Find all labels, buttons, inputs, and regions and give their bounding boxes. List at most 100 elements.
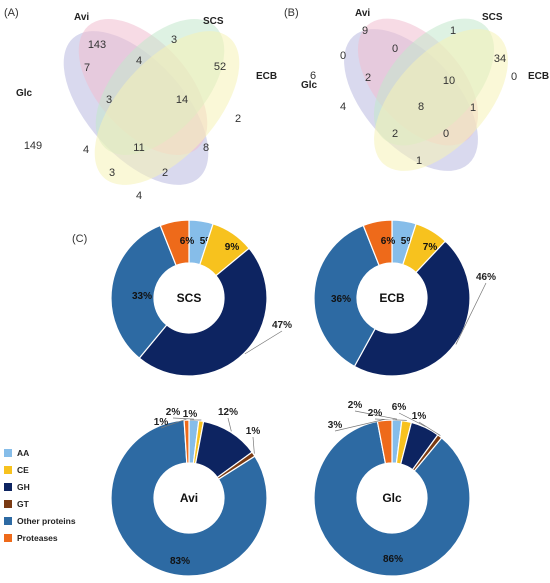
slice-label-proteases: 3% <box>328 420 343 431</box>
donut-hole <box>357 463 427 533</box>
venn-region-glc: 6 <box>310 70 316 82</box>
venn-region-glc: 149 <box>24 140 42 152</box>
donut-chart-ecb: 5% 7% 46% 36% 6% ECB <box>313 219 496 377</box>
slice-label-aa: 5% <box>401 236 416 247</box>
legend-item-proteases: Proteases <box>4 533 58 543</box>
venn-a-label-ecb: ECB <box>256 71 277 82</box>
slice-label-other-proteins: 86% <box>383 554 403 565</box>
donut-hole <box>154 263 224 333</box>
venn-region-avi-scs: 0 <box>392 43 398 55</box>
leader-line <box>398 412 426 427</box>
panel-label-b: (B) <box>284 7 299 19</box>
legend-label: GT <box>17 499 30 509</box>
slice-gh <box>353 240 471 377</box>
slice-other-proteins <box>313 224 380 368</box>
leader-line <box>244 330 283 355</box>
venn-region-scs-ecb: 52 <box>214 61 226 73</box>
venn-region-glc-ecb: 1 <box>416 155 422 167</box>
donut-chart-avi: 2% 1% 12%1%83%1%Avi <box>110 407 268 577</box>
legend-label: AA <box>17 448 29 458</box>
legend-item-ce: CE <box>4 465 29 475</box>
leader-line <box>354 410 398 420</box>
venn-region-avi-ecb: 8 <box>203 142 209 154</box>
slice-proteases <box>183 419 190 464</box>
venn-region-avi-ecb: 1 <box>470 102 476 114</box>
leader-line <box>455 282 487 345</box>
donut-center-label: SCS <box>177 291 202 305</box>
slice-label-aa: 2% <box>166 407 181 418</box>
venn-region-glc-avi-ecb: 2 <box>162 167 168 179</box>
venn-region-glc-ecb: 4 <box>136 190 142 202</box>
venn-region-glc-avi-scs-ecb: 8 <box>418 101 424 113</box>
legend-label: Proteases <box>17 533 58 543</box>
venn-region-scs-ecb: 34 <box>494 53 506 65</box>
legend-swatch <box>4 534 12 542</box>
venn-region-avi-scs: 4 <box>136 55 142 67</box>
legend-swatch <box>4 466 12 474</box>
slice-label-proteases: 6% <box>381 236 396 247</box>
venn-region-glc-avi-scs: 2 <box>365 72 371 84</box>
donut-hole <box>154 463 224 533</box>
slice-label-gt: 1% <box>246 426 261 437</box>
venn-a-label-scs: SCS <box>203 16 224 27</box>
panel-label-a: (A) <box>4 7 19 19</box>
venn-region-avi: 143 <box>88 39 106 51</box>
leader-line <box>160 418 187 429</box>
legend-swatch <box>4 517 12 525</box>
venn-region-ecb: 0 <box>511 71 517 83</box>
slice-label-gh: 12% <box>218 407 238 418</box>
slice-other-proteins <box>313 420 471 577</box>
slice-label-gh: 47% <box>272 320 292 331</box>
venn-region-avi: 9 <box>362 25 368 37</box>
venn-region-glc-scs: 4 <box>340 101 346 113</box>
legend: AA CE GH GT Other proteins Proteases <box>4 448 76 543</box>
venn-region-glc-scs-ecb: 2 <box>392 128 398 140</box>
legend-swatch <box>4 449 12 457</box>
slice-proteases <box>362 219 393 267</box>
legend-swatch <box>4 483 12 491</box>
slice-label-ce: 1% <box>183 409 198 420</box>
venn-region-glc-avi-ecb: 0 <box>443 128 449 140</box>
slice-label-ce: 7% <box>423 242 438 253</box>
donut-center-label: ECB <box>379 291 405 305</box>
venn-region-glc-avi-scs-ecb: 11 <box>133 142 144 154</box>
venn-b-label-glc: Glc <box>301 80 318 91</box>
slice-label-gh: 46% <box>476 272 496 283</box>
slice-label-other-proteins: 36% <box>331 294 351 305</box>
venn-set-ecb <box>94 31 240 185</box>
venn-region-glc-scs-ecb: 3 <box>109 167 115 179</box>
slice-other-proteins <box>110 224 177 359</box>
leader-line <box>172 417 194 420</box>
venn-region-ecb: 2 <box>235 113 241 125</box>
legend-item-gt: GT <box>4 499 30 509</box>
venn-set-ecb <box>374 29 508 171</box>
slice-label-gt: 1% <box>412 411 427 422</box>
venn-b-label-scs: SCS <box>482 12 503 23</box>
legend-label: Other proteins <box>17 516 76 526</box>
venn-region-glc-avi-scs: 3 <box>106 94 112 106</box>
slice-label-proteases: 1% <box>154 417 169 428</box>
slice-label-other-proteins: 83% <box>170 556 190 567</box>
venn-region-scs: 1 <box>450 25 456 37</box>
slice-label-aa: 2% <box>348 400 363 411</box>
leader-line <box>334 419 385 432</box>
slice-proteases <box>159 219 190 267</box>
legend-swatch <box>4 500 12 508</box>
venn-region-glc-scs: 4 <box>83 144 89 156</box>
donut-center-label: Avi <box>180 491 198 505</box>
legend-label: CE <box>17 465 29 475</box>
venn-b-label-ecb: ECB <box>528 71 549 82</box>
slice-label-gh: 6% <box>392 402 407 413</box>
slice-label-ce: 9% <box>225 242 240 253</box>
venn-region-avi-scs-ecb: 10 <box>443 75 455 87</box>
venn-region-scs: 3 <box>171 34 177 46</box>
venn-region-glc-avi: 7 <box>84 62 90 74</box>
leader-line <box>252 436 255 454</box>
venn-region-avi-scs-ecb: 14 <box>176 94 188 106</box>
venn-region-glc-avi: 0 <box>340 50 346 62</box>
legend-item-aa: AA <box>4 448 29 458</box>
slice-proteases <box>376 419 393 465</box>
panel-label-c: (C) <box>72 233 87 245</box>
